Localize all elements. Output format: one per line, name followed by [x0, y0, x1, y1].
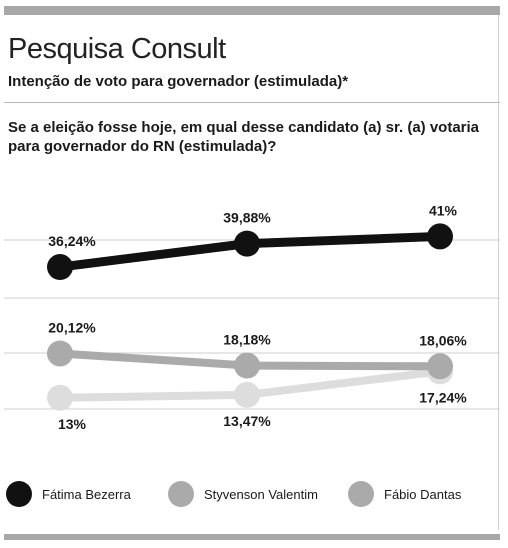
data-label-fabio-dantas-0: 13%	[58, 416, 87, 432]
data-label-fatima-bezerra-2: 41%	[429, 202, 458, 218]
legend-swatch-fabio-dantas	[348, 481, 374, 507]
page-title: Pesquisa Consult	[8, 33, 226, 65]
series-styvenson-valentim: 20,12% 18,18% 18,06%	[47, 319, 467, 380]
data-point-fatima-bezerra-0	[47, 254, 73, 281]
data-point-styvenson-valentim-0	[47, 340, 73, 367]
bottom-rule	[4, 534, 500, 540]
survey-question: Se a eleição fosse hoje, em qual desse c…	[8, 119, 480, 155]
data-label-fabio-dantas-1: 13,47%	[223, 413, 271, 429]
data-point-styvenson-valentim-2	[427, 353, 453, 380]
data-point-fatima-bezerra-2	[427, 223, 453, 250]
header-divider	[4, 102, 500, 103]
data-label-styvenson-valentim-0: 20,12%	[48, 319, 96, 335]
data-point-fatima-bezerra-1	[234, 230, 260, 257]
data-point-styvenson-valentim-1	[234, 352, 260, 379]
data-label-fatima-bezerra-1: 39,88%	[223, 210, 271, 226]
legend-label-styvenson-valentim: Styvenson Valentim	[204, 486, 318, 502]
legend-item-styvenson-valentim: Styvenson Valentim	[168, 478, 318, 510]
chart-legend: Fátima Bezerra Styvenson Valentim Fábio …	[0, 478, 508, 510]
legend-label-fatima-bezerra: Fátima Bezerra	[42, 486, 131, 502]
legend-swatch-fatima-bezerra	[6, 481, 32, 507]
legend-item-fabio-dantas: Fábio Dantas	[348, 478, 461, 510]
data-label-fabio-dantas-2: 17,24%	[419, 389, 467, 405]
page-subtitle: Intenção de voto para governador (estimu…	[8, 73, 349, 90]
data-label-fatima-bezerra-0: 36,24%	[48, 233, 96, 249]
data-label-styvenson-valentim-1: 18,18%	[223, 332, 271, 348]
data-point-fabio-dantas-0	[47, 384, 73, 411]
right-border	[498, 15, 499, 530]
data-label-styvenson-valentim-2: 18,06%	[419, 332, 467, 348]
legend-item-fatima-bezerra: Fátima Bezerra	[6, 478, 131, 510]
legend-label-fabio-dantas: Fábio Dantas	[384, 486, 462, 502]
top-rule	[4, 6, 500, 15]
legend-swatch-styvenson-valentim	[168, 481, 194, 507]
data-point-fabio-dantas-1	[234, 381, 260, 408]
series-fatima-bezerra: 36,24% 39,88% 41%	[47, 202, 458, 281]
series-fabio-dantas: 13% 13,47% 17,24%	[47, 358, 467, 432]
chart-series: 13% 13,47%17,24%20,12%18,18% 18,06%36,24%3…	[47, 202, 467, 432]
